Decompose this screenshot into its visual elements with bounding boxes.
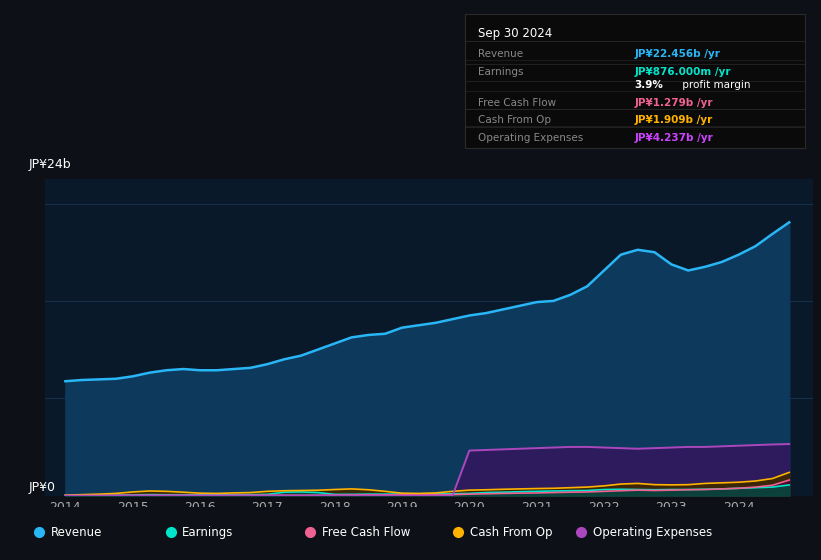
- Text: Earnings: Earnings: [479, 67, 524, 77]
- Text: JP¥4.237b /yr: JP¥4.237b /yr: [635, 133, 713, 143]
- Text: Cash From Op: Cash From Op: [470, 526, 552, 539]
- Text: Cash From Op: Cash From Op: [479, 115, 551, 125]
- Text: profit margin: profit margin: [679, 80, 750, 90]
- Text: JP¥1.279b /yr: JP¥1.279b /yr: [635, 97, 713, 108]
- Text: Revenue: Revenue: [479, 49, 524, 59]
- Text: JP¥0: JP¥0: [29, 480, 56, 494]
- Text: Operating Expenses: Operating Expenses: [479, 133, 584, 143]
- Text: JP¥22.456b /yr: JP¥22.456b /yr: [635, 49, 721, 59]
- Text: Free Cash Flow: Free Cash Flow: [322, 526, 410, 539]
- Text: Sep 30 2024: Sep 30 2024: [479, 27, 553, 40]
- Text: 3.9%: 3.9%: [635, 80, 663, 90]
- Text: Free Cash Flow: Free Cash Flow: [479, 97, 557, 108]
- Text: JP¥876.000m /yr: JP¥876.000m /yr: [635, 67, 732, 77]
- Text: Revenue: Revenue: [51, 526, 103, 539]
- Text: JP¥24b: JP¥24b: [29, 158, 71, 171]
- Text: Operating Expenses: Operating Expenses: [593, 526, 712, 539]
- Text: Earnings: Earnings: [182, 526, 234, 539]
- Text: JP¥1.909b /yr: JP¥1.909b /yr: [635, 115, 713, 125]
